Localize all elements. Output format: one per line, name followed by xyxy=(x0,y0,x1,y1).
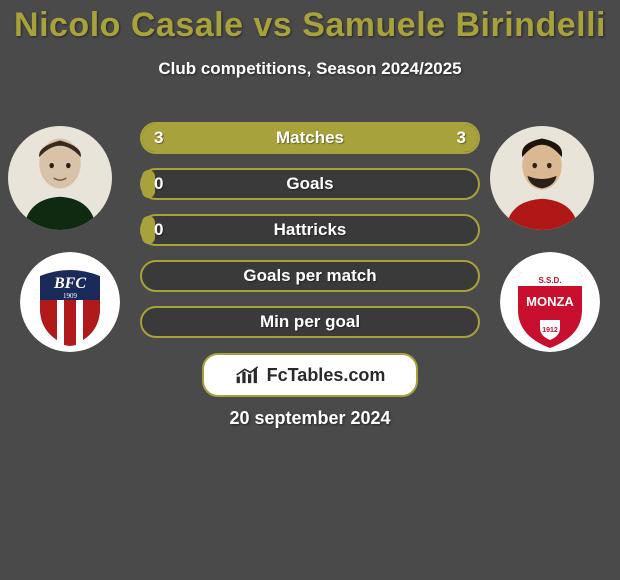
club-crest-icon: S.S.D. MONZA 1912 xyxy=(500,252,600,352)
stat-label: Goals xyxy=(142,170,478,198)
date-text: 20 september 2024 xyxy=(0,408,620,429)
club-crest-icon: BFC 1909 xyxy=(20,252,120,352)
stat-row: Matches3 3 xyxy=(140,122,480,154)
brand-text: FcTables.com xyxy=(267,365,386,386)
person-icon xyxy=(490,126,594,230)
stat-value-left: 0 xyxy=(142,216,175,244)
stat-row: Goals0 xyxy=(140,168,480,200)
person-icon xyxy=(8,126,112,230)
brand-box: FcTables.com xyxy=(202,353,418,397)
stat-bars: Matches33Goals0Hattricks0Goals per match… xyxy=(140,122,480,352)
stat-label: Matches xyxy=(142,124,478,152)
player-right-crest: S.S.D. MONZA 1912 xyxy=(500,252,600,352)
stat-value-right: 3 xyxy=(445,124,478,152)
stat-label: Goals per match xyxy=(142,262,478,290)
stat-row: Goals per match xyxy=(140,260,480,292)
stat-row: Hattricks0 xyxy=(140,214,480,246)
svg-text:MONZA: MONZA xyxy=(526,294,574,309)
stat-row: Min per goal xyxy=(140,306,480,338)
svg-text:S.S.D.: S.S.D. xyxy=(538,276,561,285)
stat-value-left: 3 xyxy=(142,124,175,152)
player-left-avatar xyxy=(8,126,112,230)
comparison-infographic: Nicolo Casale vs Samuele Birindelli Club… xyxy=(0,0,620,580)
player-left-crest: BFC 1909 xyxy=(20,252,120,352)
stat-label: Min per goal xyxy=(142,308,478,336)
svg-text:1909: 1909 xyxy=(63,292,78,300)
bar-chart-icon xyxy=(235,365,261,385)
svg-text:BFC: BFC xyxy=(53,275,86,292)
stat-value-left: 0 xyxy=(142,170,175,198)
stat-label: Hattricks xyxy=(142,216,478,244)
player-right-avatar xyxy=(490,126,594,230)
page-title: Nicolo Casale vs Samuele Birindelli xyxy=(0,0,620,45)
svg-text:1912: 1912 xyxy=(542,327,558,334)
page-subtitle: Club competitions, Season 2024/2025 xyxy=(0,59,620,79)
